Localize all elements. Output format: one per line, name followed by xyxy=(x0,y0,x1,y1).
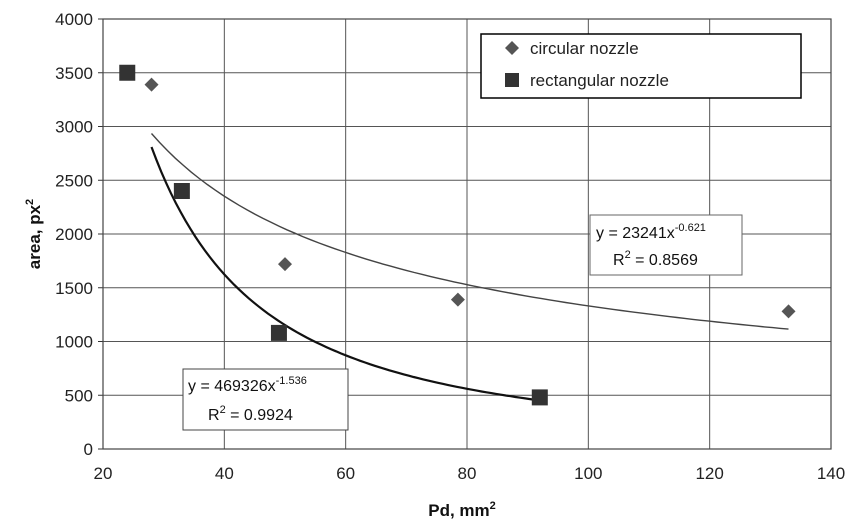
legend-diamond-marker xyxy=(505,41,519,55)
x-tick-label: 140 xyxy=(817,464,845,483)
x-tick-label: 80 xyxy=(458,464,477,483)
equation-rectangular: y = 469326x-1.536 xyxy=(188,375,307,395)
equation-box-circular: y = 23241x-0.621 R2 = 0.8569 xyxy=(589,214,743,276)
y-tick-label: 3000 xyxy=(55,118,93,137)
y-tick-label: 3500 xyxy=(55,64,93,83)
plot-frame xyxy=(102,18,832,450)
equation-box-frame xyxy=(589,214,743,276)
r-squared-circular: R2 = 0.8569 xyxy=(613,249,698,269)
y-tick-label: 4000 xyxy=(55,10,93,29)
legend: circular nozzle rectangular nozzle xyxy=(480,33,802,99)
trendline-circular xyxy=(150,133,789,330)
x-tick-label: 20 xyxy=(94,464,113,483)
x-tick-label: 60 xyxy=(336,464,355,483)
tick-labels: 20 40 60 80 100 120 140 0 500 1000 1500 2000 2500 300… xyxy=(55,10,845,483)
trend-lines xyxy=(150,133,789,402)
equation-circular: y = 23241x-0.621 xyxy=(596,222,706,242)
y-tick-label: 500 xyxy=(65,386,93,405)
x-axis-label: Pd, mm2 xyxy=(428,500,496,520)
r-squared-rectangular: R2 = 0.9924 xyxy=(208,404,293,424)
x-tick-label: 120 xyxy=(695,464,723,483)
x-tick-label: 100 xyxy=(574,464,602,483)
equation-box-rectangular: y = 469326x-1.536 R2 = 0.9924 xyxy=(182,368,349,431)
legend-box xyxy=(480,33,802,99)
equation-box-frame xyxy=(182,368,349,431)
point-circular-nozzle xyxy=(278,257,292,272)
y-axis-label: area, px2 xyxy=(24,199,44,269)
legend-square-marker xyxy=(505,73,519,87)
trendline-rectangular xyxy=(150,146,540,402)
y-tick-label: 0 xyxy=(84,440,93,459)
y-tick-label: 1500 xyxy=(55,279,93,298)
legend-label-rectangular: rectangular nozzle xyxy=(530,71,669,90)
point-rectangular-nozzle xyxy=(531,389,548,406)
y-tick-label: 1000 xyxy=(55,333,93,352)
legend-label-circular: circular nozzle xyxy=(530,39,639,58)
point-circular-nozzle xyxy=(144,77,159,92)
y-tick-label: 2500 xyxy=(55,171,93,190)
point-rectangular-nozzle xyxy=(173,183,190,199)
point-rectangular-nozzle xyxy=(119,64,136,81)
point-circular-nozzle xyxy=(450,292,465,307)
y-tick-label: 2000 xyxy=(55,225,93,244)
point-rectangular-nozzle xyxy=(270,324,287,341)
point-circular-nozzle xyxy=(781,304,796,319)
data-points xyxy=(119,64,796,406)
x-tick-label: 40 xyxy=(215,464,234,483)
